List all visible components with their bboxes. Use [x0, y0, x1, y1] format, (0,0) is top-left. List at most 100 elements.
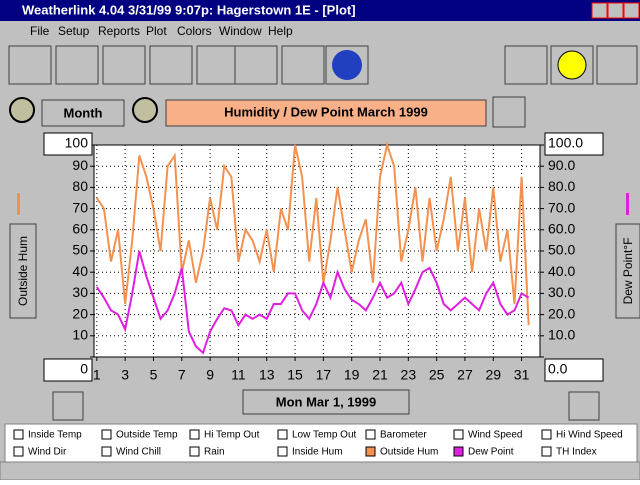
lock-button[interactable]: [52, 391, 84, 421]
title-bar: [0, 0, 640, 21]
checkbox[interactable]: [101, 446, 112, 457]
checkbox[interactable]: [13, 446, 24, 457]
plot-area: [93, 144, 541, 358]
option-label: TH Index: [556, 447, 597, 458]
chart-title: Humidity / Dew Point March 1999: [224, 104, 428, 119]
tool-button[interactable]: [102, 45, 146, 85]
chart-title-box: [165, 99, 487, 127]
checkbox[interactable]: [277, 429, 288, 440]
checkbox[interactable]: [365, 429, 376, 440]
menu-item[interactable]: File: [30, 24, 50, 38]
y-tick-label: 20: [72, 305, 88, 321]
x-tick-label: 15: [287, 367, 303, 383]
y-tick-label: 100: [65, 135, 89, 151]
x-tick-label: 25: [429, 367, 445, 383]
checkbox[interactable]: [189, 446, 200, 457]
menu-item[interactable]: Window: [219, 24, 262, 38]
y2-tick-label: 50.0: [548, 242, 575, 258]
window-title: Weatherlink 4.04 3/31/99 9:07p: Hagersto…: [22, 2, 356, 17]
checkbox[interactable]: [365, 446, 376, 457]
option-label: Low Temp Out: [292, 430, 357, 441]
x-tick-label: 1: [93, 367, 101, 383]
menu-item[interactable]: Colors: [177, 24, 212, 38]
exit-button[interactable]: [596, 45, 638, 85]
tool-button[interactable]: [55, 45, 99, 85]
checkbox[interactable]: [453, 446, 464, 457]
y2-tick-label: 60.0: [548, 221, 575, 237]
x-tick-label: 11: [231, 367, 246, 383]
series-swatch: [626, 193, 629, 215]
y-limit-box: [43, 358, 93, 382]
toolbar: [8, 45, 638, 85]
y-axis-button[interactable]: [9, 223, 37, 319]
option-label: Barometer: [380, 430, 427, 441]
help-icon: [557, 50, 587, 80]
y2-tick-label: 10.0: [548, 327, 575, 343]
tool-button[interactable]: [196, 45, 240, 85]
checkbox[interactable]: [13, 429, 24, 440]
y-tick-label: 10: [72, 327, 88, 343]
x-tick-label: 13: [259, 367, 275, 383]
y-tick-label: 60: [72, 221, 88, 237]
y2-limit-box: [544, 358, 604, 382]
option-label: Wind Dir: [28, 447, 67, 458]
option-label: Inside Hum: [292, 447, 343, 458]
lock-button[interactable]: [568, 391, 600, 421]
y2-axis-button[interactable]: [615, 223, 640, 319]
x-tick-label: 31: [514, 367, 530, 383]
y-tick-label: 80: [72, 178, 88, 194]
checkbox[interactable]: [453, 429, 464, 440]
checkbox[interactable]: [277, 446, 288, 457]
print-button[interactable]: [504, 45, 548, 85]
y2-limit-box: [544, 132, 604, 156]
checkbox[interactable]: [101, 429, 112, 440]
menu-item[interactable]: Help: [268, 24, 293, 38]
y2-tick-label: 70.0: [548, 199, 575, 215]
zoom-out-button[interactable]: [132, 97, 158, 123]
menu-item[interactable]: Plot: [146, 24, 167, 38]
y-limit-box: [43, 132, 93, 156]
checkbox[interactable]: [189, 429, 200, 440]
x-tick-label: 29: [485, 367, 501, 383]
checkbox[interactable]: [541, 446, 552, 457]
option-label: Inside Temp: [28, 430, 82, 441]
x-tick-label: 27: [457, 367, 473, 383]
tool-button[interactable]: [281, 45, 325, 85]
menu-item[interactable]: Setup: [58, 24, 90, 38]
noaa-icon: [332, 50, 362, 80]
menu-item[interactable]: Reports: [98, 24, 140, 38]
period-button[interactable]: [41, 99, 125, 127]
x-tick-label: 7: [178, 367, 186, 383]
option-label: Rain: [204, 447, 225, 458]
y-tick-label: 70: [72, 199, 88, 215]
zoom-in-button[interactable]: [9, 97, 35, 123]
data-line: [96, 250, 530, 355]
x-tick-label: 17: [316, 367, 332, 383]
checkbox[interactable]: [541, 429, 552, 440]
y2-tick-label: 80.0: [548, 178, 575, 194]
menu-bar: File Setup Reports Plot Colors Window Help: [30, 24, 293, 38]
date-button[interactable]: [242, 389, 410, 415]
option-label: Hi Temp Out: [204, 430, 260, 441]
y-tick-label: 30: [72, 284, 88, 300]
y-tick-label: 50: [72, 242, 88, 258]
tool-button[interactable]: [8, 45, 52, 85]
maximize-button[interactable]: [607, 2, 624, 19]
x-tick-label: 21: [372, 367, 388, 383]
eraser-button[interactable]: [492, 96, 526, 128]
y-tick-label: 90: [72, 157, 88, 173]
tool-button[interactable]: [149, 45, 193, 85]
x-tick-label: 5: [150, 367, 158, 383]
period-button-label: Month: [64, 105, 103, 120]
minimize-button[interactable]: [591, 2, 608, 19]
x-tick-label: 19: [344, 367, 360, 383]
tool-button[interactable]: [234, 45, 278, 85]
y2-tick-label: 20.0: [548, 305, 575, 321]
x-tick-label: 23: [401, 367, 417, 383]
y2-tick-label: 90.0: [548, 157, 575, 173]
date-button-label: Mon Mar 1, 1999: [276, 394, 376, 409]
close-button[interactable]: [623, 2, 640, 19]
y2-tick-label: 0.0: [548, 361, 568, 377]
